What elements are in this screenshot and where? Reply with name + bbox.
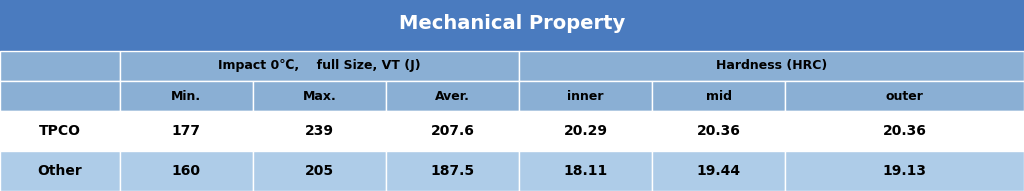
Text: Max.: Max. bbox=[303, 90, 336, 103]
Bar bbox=[0, 51, 120, 81]
Bar bbox=[785, 81, 1024, 111]
Text: Hardness (HRC): Hardness (HRC) bbox=[716, 60, 827, 73]
Bar bbox=[652, 111, 785, 151]
Text: 207.6: 207.6 bbox=[431, 124, 474, 138]
Bar bbox=[253, 111, 386, 151]
Text: 239: 239 bbox=[305, 124, 334, 138]
Text: 18.11: 18.11 bbox=[563, 164, 608, 178]
Text: Impact 0℃,    full Size, VT (J): Impact 0℃, full Size, VT (J) bbox=[218, 60, 421, 73]
Text: TPCO: TPCO bbox=[39, 124, 81, 138]
Bar bbox=[386, 151, 519, 191]
Bar bbox=[0, 151, 120, 191]
Bar bbox=[785, 111, 1024, 151]
Bar bbox=[120, 51, 519, 81]
Text: outer: outer bbox=[886, 90, 924, 103]
Text: 177: 177 bbox=[172, 124, 201, 138]
Text: 19.44: 19.44 bbox=[696, 164, 741, 178]
Bar bbox=[0, 81, 120, 111]
Bar bbox=[652, 81, 785, 111]
Text: mid: mid bbox=[706, 90, 732, 103]
Text: Aver.: Aver. bbox=[435, 90, 470, 103]
Text: 205: 205 bbox=[305, 164, 334, 178]
Text: Mechanical Property: Mechanical Property bbox=[399, 14, 625, 33]
Text: Other: Other bbox=[38, 164, 82, 178]
Bar bbox=[120, 111, 253, 151]
Bar bbox=[785, 151, 1024, 191]
Bar bbox=[519, 111, 652, 151]
Text: 20.29: 20.29 bbox=[564, 124, 607, 138]
Text: 20.36: 20.36 bbox=[697, 124, 740, 138]
Bar bbox=[253, 81, 386, 111]
Bar bbox=[0, 0, 1024, 47]
Text: 187.5: 187.5 bbox=[430, 164, 475, 178]
Text: 19.13: 19.13 bbox=[883, 164, 927, 178]
Text: 160: 160 bbox=[172, 164, 201, 178]
Bar bbox=[519, 51, 1024, 81]
Bar bbox=[519, 81, 652, 111]
Bar bbox=[386, 81, 519, 111]
Text: Min.: Min. bbox=[171, 90, 202, 103]
Bar bbox=[120, 81, 253, 111]
Bar bbox=[652, 151, 785, 191]
Bar bbox=[386, 111, 519, 151]
Bar bbox=[120, 151, 253, 191]
Bar bbox=[253, 151, 386, 191]
Bar bbox=[0, 111, 120, 151]
Text: 20.36: 20.36 bbox=[883, 124, 927, 138]
Text: inner: inner bbox=[567, 90, 604, 103]
Bar bbox=[519, 151, 652, 191]
Bar bbox=[0, 47, 1024, 51]
